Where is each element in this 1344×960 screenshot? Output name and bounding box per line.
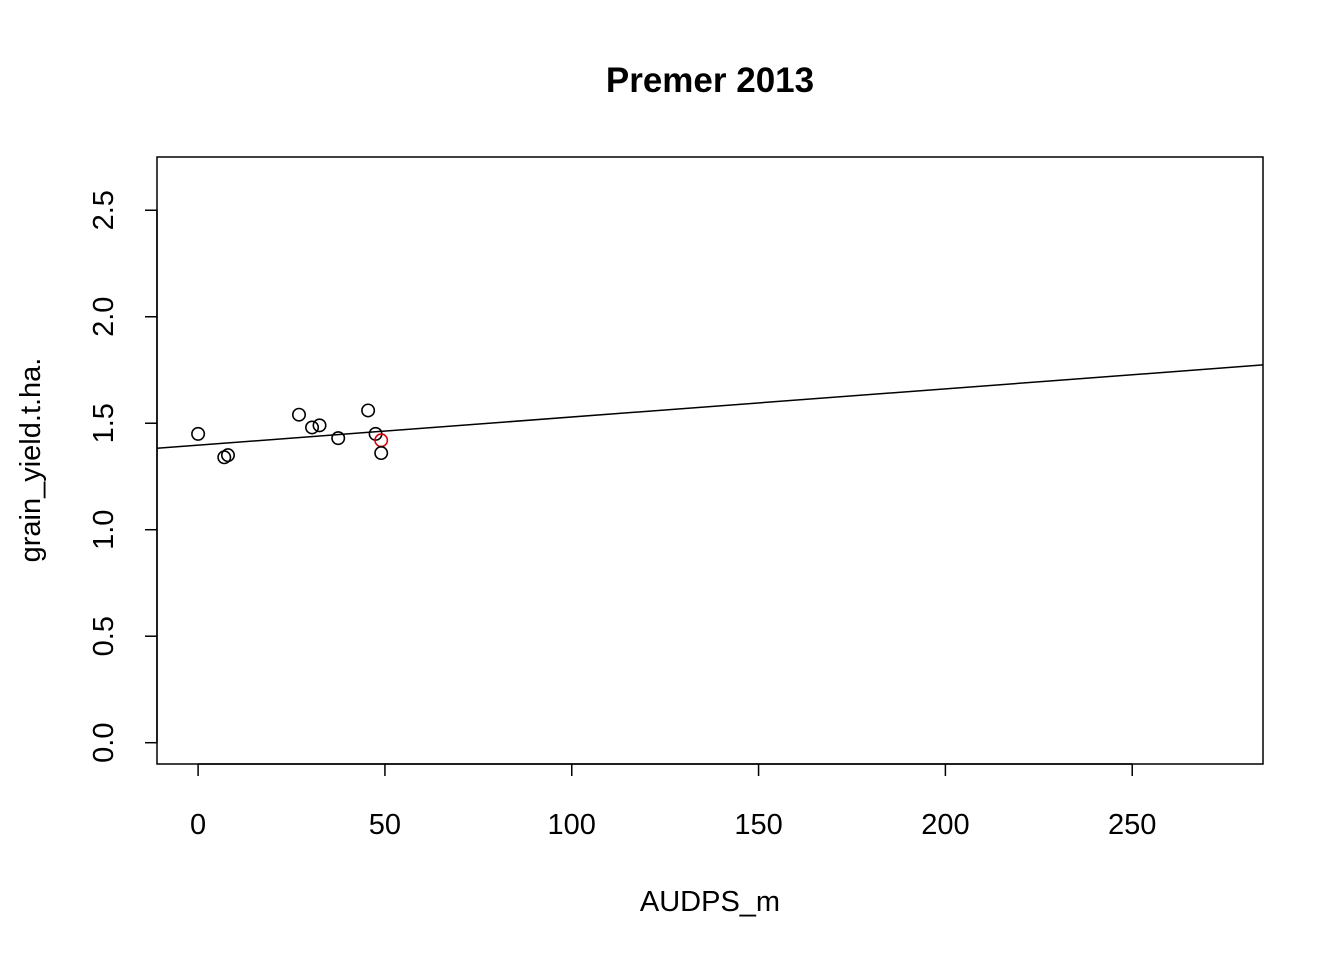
y-tick-label: 2.0 [88,297,120,337]
y-tick-label: 1.5 [88,403,120,443]
y-axis: 0.0 0.5 1.0 1.5 2.0 2.5 [88,190,158,763]
data-point [291,407,306,422]
data-point [191,426,206,441]
x-tick-label: 150 [734,809,782,841]
x-tick-label: 100 [548,809,596,841]
y-axis-label: grain_yield.t.ha. [15,358,47,563]
x-axis-label: AUDPS_m [640,886,780,918]
data-point [220,448,235,463]
data-point [305,420,320,435]
y-tick-label: 0.0 [88,723,120,763]
y-tick-label: 1.0 [88,510,120,550]
plot-frame [156,156,1264,765]
x-tick-label: 50 [369,809,401,841]
data-point [331,431,346,446]
plot-area [156,364,1264,465]
x-tick-label: 250 [1108,809,1156,841]
y-tick-label: 0.5 [88,616,120,656]
data-point [312,418,327,433]
y-tick-label: 2.5 [88,190,120,230]
x-tick-label: 0 [190,809,206,841]
x-axis: 0 50 100 150 200 250 [190,763,1156,841]
data-point [374,446,389,461]
regression-line [156,364,1264,450]
x-tick-label: 200 [921,809,969,841]
data-point [361,403,376,418]
chart-title: Premer 2013 [606,61,814,100]
